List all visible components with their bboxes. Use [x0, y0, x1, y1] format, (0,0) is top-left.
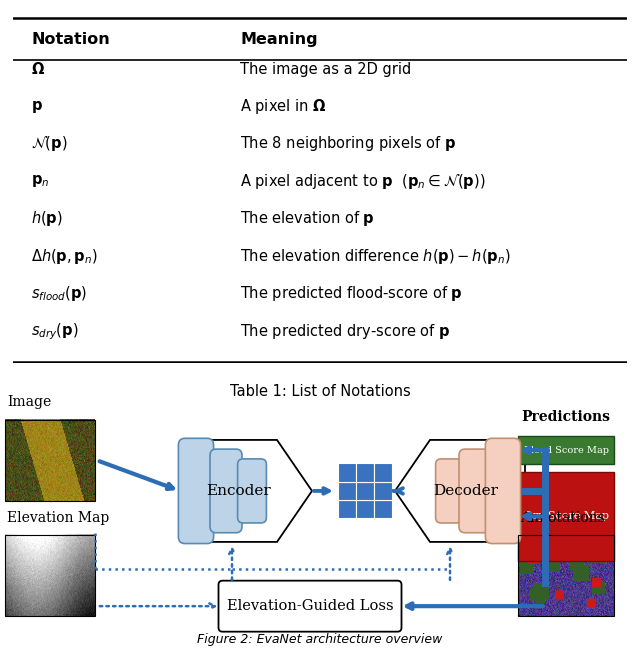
Text: A pixel adjacent to $\mathbf{p}$  $(\mathbf{p}_n \in \mathcal{N}(\mathbf{p}))$: A pixel adjacent to $\mathbf{p}$ $(\math…: [240, 172, 486, 191]
Bar: [518, 472, 614, 561]
Bar: [5, 419, 95, 501]
Bar: [356, 500, 374, 519]
Text: Table 1: List of Notations: Table 1: List of Notations: [230, 384, 410, 400]
Text: $s_{dry}(\mathbf{p})$: $s_{dry}(\mathbf{p})$: [31, 321, 79, 341]
FancyBboxPatch shape: [210, 449, 242, 533]
Bar: [356, 482, 374, 500]
Text: The elevation of $\mathbf{p}$: The elevation of $\mathbf{p}$: [240, 210, 375, 228]
Text: $s_{flood}(\mathbf{p})$: $s_{flood}(\mathbf{p})$: [31, 284, 87, 303]
Text: Encoder: Encoder: [207, 484, 271, 498]
FancyBboxPatch shape: [237, 459, 266, 523]
FancyBboxPatch shape: [179, 438, 214, 544]
Bar: [374, 482, 392, 500]
Text: $\mathbf{\Omega}$: $\mathbf{\Omega}$: [31, 61, 45, 77]
Text: Image: Image: [7, 395, 51, 410]
Text: Notation: Notation: [31, 32, 110, 47]
Text: Predictions: Predictions: [522, 410, 611, 424]
Text: $\mathbf{p}$: $\mathbf{p}$: [31, 99, 43, 114]
Bar: [518, 436, 614, 465]
Bar: [374, 500, 392, 519]
Text: The predicted dry-score of $\mathbf{p}$: The predicted dry-score of $\mathbf{p}$: [240, 322, 451, 341]
Text: $\Delta h(\mathbf{p},\mathbf{p}_n)$: $\Delta h(\mathbf{p},\mathbf{p}_n)$: [31, 247, 98, 266]
Text: The 8 neighboring pixels of $\mathbf{p}$: The 8 neighboring pixels of $\mathbf{p}$: [240, 134, 456, 153]
Text: The image as a 2D grid: The image as a 2D grid: [240, 62, 412, 77]
Bar: [338, 463, 356, 482]
Bar: [374, 463, 392, 482]
Text: $h(\mathbf{p})$: $h(\mathbf{p})$: [31, 210, 63, 228]
Bar: [518, 535, 614, 617]
Text: Figure 2: EvaNet architecture overview: Figure 2: EvaNet architecture overview: [197, 633, 443, 646]
Text: Dry Score Map: Dry Score Map: [524, 511, 609, 521]
Bar: [338, 482, 356, 500]
Text: $\mathcal{N}(\mathbf{p})$: $\mathcal{N}(\mathbf{p})$: [31, 134, 68, 153]
Text: $\mathbf{p}_n$: $\mathbf{p}_n$: [31, 173, 50, 190]
Bar: [338, 500, 356, 519]
Polygon shape: [182, 440, 312, 542]
Text: Flood Score Map: Flood Score Map: [524, 446, 609, 455]
Text: Decoder: Decoder: [433, 484, 499, 498]
Text: Meaning: Meaning: [240, 32, 317, 47]
FancyBboxPatch shape: [218, 581, 401, 631]
Text: The elevation difference $h(\mathbf{p}) - h(\mathbf{p}_n)$: The elevation difference $h(\mathbf{p}) …: [240, 247, 511, 266]
Text: The predicted flood-score of $\mathbf{p}$: The predicted flood-score of $\mathbf{p}…: [240, 284, 463, 303]
Text: Annotations: Annotations: [520, 511, 605, 524]
Bar: [5, 535, 95, 617]
Text: Elevation Map: Elevation Map: [7, 511, 109, 524]
FancyBboxPatch shape: [485, 438, 520, 544]
FancyBboxPatch shape: [459, 449, 491, 533]
Polygon shape: [395, 440, 525, 542]
Text: A pixel in $\mathbf{\Omega}$: A pixel in $\mathbf{\Omega}$: [240, 97, 326, 116]
FancyBboxPatch shape: [436, 459, 465, 523]
Text: Elevation-Guided Loss: Elevation-Guided Loss: [227, 599, 394, 613]
Bar: [356, 463, 374, 482]
